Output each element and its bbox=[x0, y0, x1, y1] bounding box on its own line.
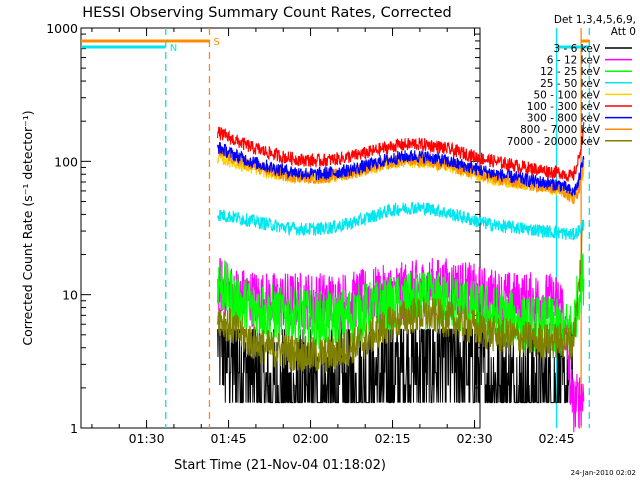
y-tick-label: 1 bbox=[70, 421, 78, 436]
series-line bbox=[217, 328, 574, 404]
legend-label: 7000 - 20000 keV bbox=[507, 136, 601, 148]
legend-header-line: Det 1,3,4,5,6,9, bbox=[554, 14, 636, 26]
chart-title: HESSI Observing Summary Count Rates, Cor… bbox=[82, 5, 451, 21]
legend-label: 25 - 50 keV bbox=[540, 78, 601, 90]
plot-frame bbox=[80, 27, 481, 429]
y-axis-label-group: Corrected Count Rate (s⁻¹ detector⁻¹) bbox=[20, 110, 35, 345]
x-tick-label: 01:45 bbox=[211, 431, 247, 446]
y-tick-label: 1000 bbox=[46, 21, 78, 36]
legend-label: 3 - 6 keV bbox=[553, 43, 600, 55]
x-tick-label: 02:45 bbox=[539, 431, 575, 446]
legend-header-line: Att 0 bbox=[611, 26, 636, 38]
series-line bbox=[217, 201, 585, 241]
legend-label: 800 - 7000 keV bbox=[520, 124, 601, 136]
x-axis-label: Start Time (21-Nov-04 01:18:02) bbox=[174, 458, 386, 473]
legend-label: 100 - 300 keV bbox=[527, 101, 601, 113]
flag-label: S bbox=[213, 37, 219, 48]
flag-label: N bbox=[170, 43, 177, 54]
y-axis-label: Corrected Count Rate (s⁻¹ detector⁻¹) bbox=[20, 110, 35, 345]
legend-label: 300 - 800 keV bbox=[527, 113, 601, 125]
x-tick-label: 02:15 bbox=[375, 431, 411, 446]
series-layer bbox=[217, 122, 585, 433]
legend-header: Det 1,3,4,5,6,9,Att 0 bbox=[554, 14, 636, 38]
series-line bbox=[217, 122, 585, 182]
y-tick-label: 100 bbox=[54, 154, 78, 169]
flag-bars: NS bbox=[81, 37, 590, 54]
date-stamp: 24-Jan-2010 02:02 bbox=[571, 469, 636, 477]
y-tick-label: 10 bbox=[62, 288, 78, 303]
legend-label: 50 - 100 keV bbox=[533, 89, 600, 101]
series-line bbox=[217, 219, 585, 373]
axes-and-ticks: 01:30 01:45 02:00 02:15 02:30 02:45 1 10 100 1000 bbox=[46, 21, 574, 446]
legend-label: 12 - 25 keV bbox=[540, 66, 601, 78]
legend-label: 6 - 12 keV bbox=[547, 55, 601, 67]
x-tick-label: 02:30 bbox=[457, 431, 493, 446]
x-tick-label: 02:00 bbox=[293, 431, 329, 446]
series-line bbox=[217, 142, 585, 197]
x-tick-label: 01:30 bbox=[129, 431, 165, 446]
